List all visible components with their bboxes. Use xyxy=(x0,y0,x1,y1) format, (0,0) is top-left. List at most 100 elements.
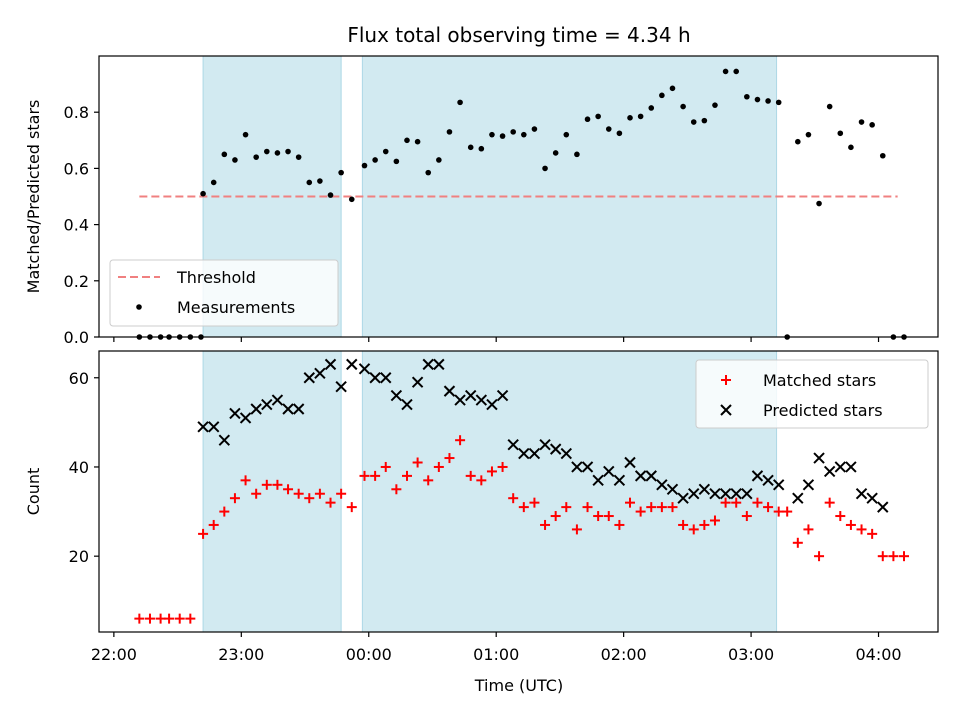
measurement-point xyxy=(489,131,495,138)
predicted-stars-point xyxy=(324,358,337,371)
x-b xyxy=(303,372,315,384)
predicted-stars-point xyxy=(560,447,572,460)
x-b xyxy=(634,470,647,482)
x-b xyxy=(762,474,774,487)
legend: Matched stars Predicted stars xyxy=(695,359,929,429)
predicted-stars-point xyxy=(261,398,273,411)
predicted-stars-point xyxy=(411,376,424,388)
y-tick-label: 0.6 xyxy=(64,159,89,178)
measurement-point xyxy=(393,158,400,165)
matched-stars-point xyxy=(529,497,540,508)
matched-stars-point xyxy=(370,470,381,481)
matched-stars-point xyxy=(803,524,814,535)
x-b xyxy=(380,372,392,384)
x-tick-label: 04:00 xyxy=(855,645,901,664)
y-axis-label: Count xyxy=(24,468,43,516)
measurement-point xyxy=(264,148,270,155)
matched-stars-point xyxy=(741,511,752,522)
x-b xyxy=(292,403,305,415)
x-b xyxy=(433,358,445,371)
predicted-stars-point xyxy=(823,465,836,478)
legend-predicted-swatch-b xyxy=(720,404,732,416)
x-tick-label: 03:00 xyxy=(728,645,774,664)
predicted-stars-point xyxy=(877,501,889,513)
matched-stars-point xyxy=(720,497,731,508)
x-b xyxy=(443,385,456,397)
measurement-point xyxy=(775,99,782,106)
y-tick-label: 60 xyxy=(69,369,89,388)
matched-stars-point xyxy=(261,479,272,490)
matched-stars-point xyxy=(314,488,325,499)
predicted-stars-point xyxy=(282,403,294,415)
predicted-stars-point xyxy=(486,398,498,411)
x-b xyxy=(507,438,519,451)
matched-stars-point xyxy=(293,488,304,499)
x-b xyxy=(698,483,711,495)
matched-stars-point xyxy=(144,613,155,624)
count-panel: 20 40 60 22:00 23:00 00:00 01:00 02:00 03:00 04:0… xyxy=(24,350,939,664)
matched-stars-point xyxy=(283,484,294,495)
measurement-point xyxy=(858,119,865,125)
predicted-stars-point xyxy=(433,358,445,371)
matched-stars-point xyxy=(476,475,487,486)
measurement-point xyxy=(584,116,591,123)
matched-stars-point xyxy=(667,502,678,513)
legend-matched-label: Matched stars xyxy=(763,371,876,390)
predicted-stars-point xyxy=(496,389,509,402)
x-b xyxy=(855,488,868,500)
measurement-point xyxy=(690,119,697,125)
predicted-stars-point xyxy=(866,492,878,504)
matched-stars-point xyxy=(391,484,402,495)
measurement-point xyxy=(306,179,313,186)
matched-stars-point xyxy=(867,528,878,539)
predicted-stars-point xyxy=(518,447,530,460)
matched-stars-point xyxy=(709,515,720,526)
x-axis-label: Time (UTC) xyxy=(474,676,563,695)
matched-stars-point xyxy=(346,502,357,513)
measurement-point xyxy=(605,126,612,132)
x-b xyxy=(422,358,434,371)
x-b xyxy=(613,474,626,487)
matched-stars-point xyxy=(486,466,497,477)
predicted-stars-point xyxy=(730,488,742,500)
x-b xyxy=(877,501,889,513)
x-b xyxy=(358,363,371,375)
x-b xyxy=(581,461,594,473)
x-b xyxy=(656,479,668,491)
predicted-stars-point xyxy=(549,443,562,455)
x-b xyxy=(528,447,541,460)
matched-stars-point xyxy=(325,497,336,508)
predicted-stars-point xyxy=(358,363,371,375)
matched-stars-point xyxy=(582,502,593,513)
measurement-point xyxy=(317,178,323,184)
predicted-stars-point xyxy=(507,438,519,451)
x-b xyxy=(314,367,326,380)
measurement-point xyxy=(754,96,761,103)
matched-stars-point xyxy=(688,524,699,535)
y-tick-label: 0.8 xyxy=(64,103,89,122)
y-tick-label: 0.4 xyxy=(64,216,89,235)
matched-stars-point xyxy=(134,613,145,624)
predicted-stars-point xyxy=(855,488,868,500)
matched-stars-point xyxy=(540,519,551,530)
measurement-point xyxy=(826,103,833,110)
measurement-point xyxy=(701,117,708,124)
measurement-point xyxy=(627,115,633,121)
x-b xyxy=(197,421,209,433)
measurement-point xyxy=(805,131,812,138)
x-tick-label: 00:00 xyxy=(346,645,392,664)
predicted-stars-point xyxy=(303,372,315,384)
predicted-stars-point xyxy=(624,456,636,469)
matched-stars-point xyxy=(792,537,803,548)
predicted-stars-point xyxy=(613,474,626,487)
x-b xyxy=(335,380,347,393)
predicted-stars-point xyxy=(834,461,847,473)
measurement-point xyxy=(744,93,750,100)
matched-stars-point xyxy=(550,511,561,522)
measurement-point xyxy=(221,151,228,158)
measurement-point xyxy=(648,105,655,111)
predicted-stars-point xyxy=(845,461,857,473)
measurement-point xyxy=(361,162,368,169)
predicted-stars-point xyxy=(571,461,583,473)
matched-stars-point xyxy=(773,506,784,517)
